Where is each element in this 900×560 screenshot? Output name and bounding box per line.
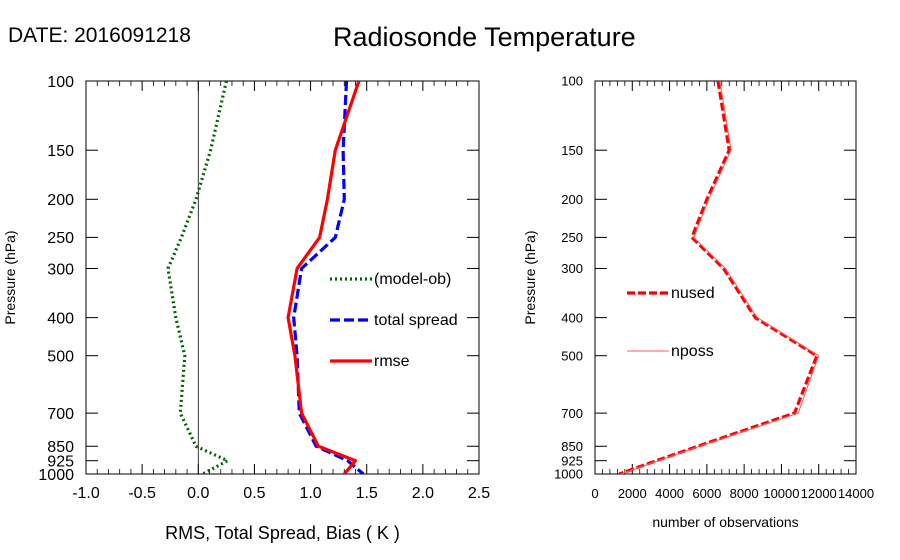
x-tick-label: 2000 — [618, 486, 647, 501]
y-tick-label: 700 — [561, 406, 583, 421]
right-y-axis-label: Pressure (hPa) — [522, 230, 538, 324]
x-tick-label: -0.5 — [128, 485, 156, 502]
x-tick-label: 14000 — [838, 486, 874, 501]
y-tick-label: 925 — [561, 453, 583, 468]
y-tick-label: 250 — [47, 230, 74, 247]
x-tick-label: 1.5 — [356, 485, 378, 502]
y-tick-label: 925 — [47, 453, 74, 470]
y-tick-label: 400 — [47, 310, 74, 327]
date-label: DATE: 2016091218 — [8, 24, 191, 47]
temperature-stats-panel: -1.0 -0.5 0.0 0.5 1.0 1.5 2.0 2.5 100 150 200 250 30… — [2, 74, 490, 543]
y-tick-label: 700 — [47, 406, 74, 423]
x-tick-label: 0.0 — [187, 485, 209, 502]
legend-label: nposs — [671, 343, 714, 360]
y-tick-label: 1000 — [554, 467, 583, 482]
y-tick-label: 100 — [561, 74, 583, 89]
left-plot-frame — [85, 80, 480, 475]
right-plot-frame — [594, 80, 857, 475]
legend-label: total spread — [374, 312, 458, 329]
y-tick-label: 850 — [561, 439, 583, 454]
right-x-axis-label: number of observations — [652, 514, 798, 530]
series-line-nposs — [620, 81, 820, 474]
x-tick-label: -1.0 — [72, 485, 100, 502]
x-tick-label: 8000 — [730, 486, 759, 501]
x-tick-label: 2.5 — [468, 485, 490, 502]
y-tick-label: 1000 — [38, 467, 74, 484]
observation-count-panel: 0 2000 4000 6000 8000 10000 12000 14000 100 150 20… — [522, 74, 874, 530]
series-line-nused — [618, 81, 819, 474]
x-tick-label: 1.0 — [299, 485, 321, 502]
chart-title: Radiosonde Temperature — [333, 22, 636, 52]
y-tick-label: 150 — [47, 143, 74, 160]
left-x-axis-label: RMS, Total Spread, Bias ( K ) — [165, 523, 400, 543]
left-y-axis-label: Pressure (hPa) — [2, 230, 18, 324]
y-tick-label: 500 — [47, 348, 74, 365]
x-tick-label: 2.0 — [412, 485, 434, 502]
x-tick-label: 0.5 — [243, 485, 265, 502]
series-line-model-ob — [166, 81, 230, 474]
y-tick-label: 850 — [47, 439, 74, 456]
x-tick-label: 10000 — [763, 486, 799, 501]
y-tick-label: 500 — [561, 348, 583, 363]
series-line-rmse — [286, 81, 361, 474]
y-tick-label: 300 — [561, 261, 583, 276]
x-tick-label: 0 — [591, 486, 598, 501]
x-tick-label: 4000 — [655, 486, 684, 501]
y-tick-label: 100 — [47, 74, 74, 91]
legend-label: (model-ob) — [374, 271, 451, 288]
x-tick-label: 6000 — [692, 486, 721, 501]
legend-label: rmse — [374, 353, 410, 370]
legend-label: nused — [671, 285, 715, 302]
y-tick-label: 150 — [561, 143, 583, 158]
y-tick-label: 250 — [561, 230, 583, 245]
y-tick-label: 300 — [47, 261, 74, 278]
y-tick-label: 200 — [47, 192, 74, 209]
x-tick-label: 12000 — [801, 486, 837, 501]
y-tick-label: 400 — [561, 310, 583, 325]
y-tick-label: 200 — [561, 192, 583, 207]
